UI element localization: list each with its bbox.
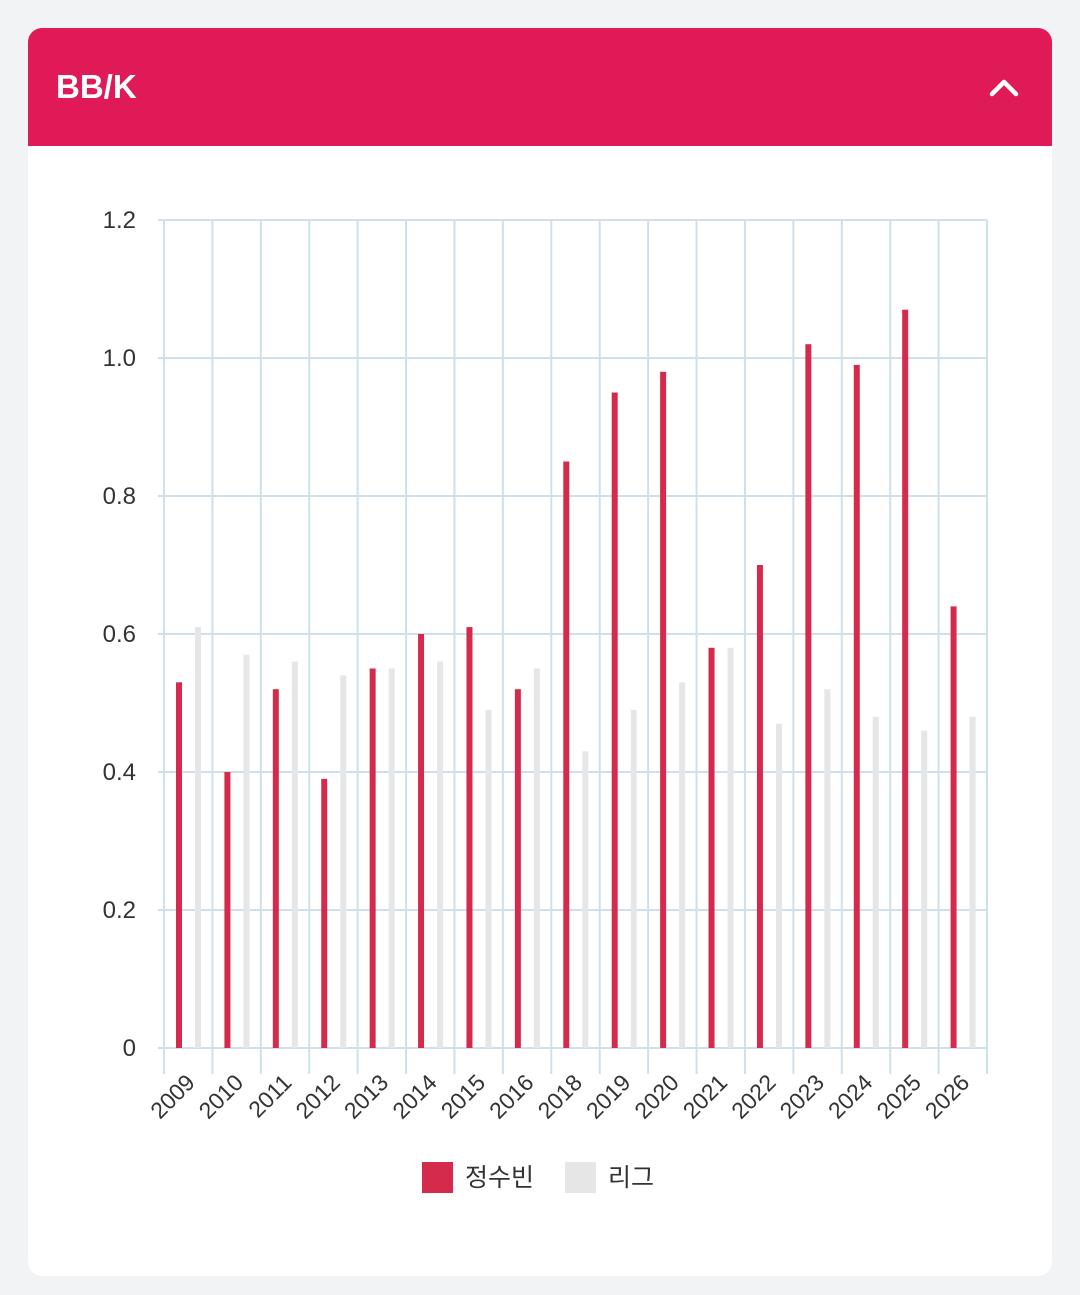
bar-league [485, 709, 492, 1048]
bar-league [437, 661, 444, 1048]
x-tick-label: 2026 [920, 1069, 975, 1124]
x-tick-label: 2010 [194, 1069, 249, 1124]
legend-label-player: 정수빈 [465, 1164, 534, 1192]
bar-player [563, 461, 570, 1048]
bar-league [727, 647, 734, 1048]
card-title: BB/K [56, 68, 137, 105]
bar-player [756, 565, 763, 1048]
bar-league [291, 661, 298, 1048]
x-tick-label: 2012 [290, 1069, 345, 1124]
y-tick-label: 0.4 [103, 759, 136, 786]
collapse-button[interactable] [984, 67, 1024, 107]
y-tick-label: 1.0 [103, 345, 136, 372]
bar-league [195, 627, 201, 1048]
x-tick-label: 2018 [532, 1069, 587, 1124]
bar-league [340, 675, 347, 1048]
bar-player [176, 682, 182, 1048]
bar-player [853, 364, 860, 1048]
y-tick-label: 0.8 [103, 483, 136, 510]
bar-league [630, 709, 637, 1048]
bar-player [660, 371, 667, 1048]
bar-league [969, 716, 976, 1048]
x-tick-label: 2015 [436, 1069, 491, 1124]
x-tick-label: 2014 [387, 1069, 442, 1124]
bar-league [679, 682, 686, 1048]
x-tick-label: 2019 [581, 1069, 636, 1124]
x-tick-label: 2024 [823, 1069, 878, 1124]
legend-label-league: 리그 [608, 1164, 654, 1192]
bbk-card: BB/K 0 0.2 0.4 0.6 0.8 1.0 1.2 2009 2010 2011 2012… [28, 28, 1052, 1276]
x-tick-label: 2020 [629, 1069, 684, 1124]
bar-player [224, 772, 231, 1048]
bar-player [321, 778, 328, 1048]
x-tick-label: 2009 [145, 1069, 200, 1124]
x-tick-label: 2023 [775, 1069, 830, 1124]
bar-league [775, 723, 782, 1048]
x-tick-label: 2013 [339, 1069, 394, 1124]
bar-league [582, 751, 589, 1048]
bar-player [708, 647, 715, 1048]
bar-player [902, 309, 909, 1048]
y-tick-label: 1.2 [103, 207, 136, 234]
bar-player [950, 606, 957, 1048]
card-header[interactable]: BB/K [28, 28, 1052, 146]
bar-player [418, 634, 425, 1048]
x-tick-label: 2022 [726, 1069, 781, 1124]
x-tick-label: 2021 [678, 1069, 733, 1124]
bar-league [872, 716, 879, 1048]
bar-player [466, 627, 473, 1048]
bar-player [805, 344, 812, 1048]
bar-league [243, 654, 250, 1048]
x-tick-label: 2016 [484, 1069, 539, 1124]
bar-player [369, 668, 376, 1048]
x-tick-label: 2025 [871, 1069, 926, 1124]
bar-league [824, 689, 831, 1048]
y-tick-label: 0.6 [103, 621, 136, 648]
legend-swatch-league [565, 1162, 596, 1193]
y-tick-label: 0.2 [103, 897, 136, 924]
bar-player [514, 689, 521, 1048]
legend-swatch-player [422, 1162, 453, 1193]
x-tick-label: 2011 [243, 1069, 296, 1122]
bar-player [611, 392, 618, 1048]
y-tick-label: 0 [123, 1035, 136, 1062]
bar-league [921, 730, 928, 1048]
chevron-up-icon [989, 79, 1019, 97]
bar-player [272, 689, 279, 1048]
bar-league [388, 668, 395, 1048]
bbk-bar-chart: 00.20.40.60.81.01.2200920102011201220132… [103, 207, 988, 1193]
bar-league [533, 668, 540, 1048]
